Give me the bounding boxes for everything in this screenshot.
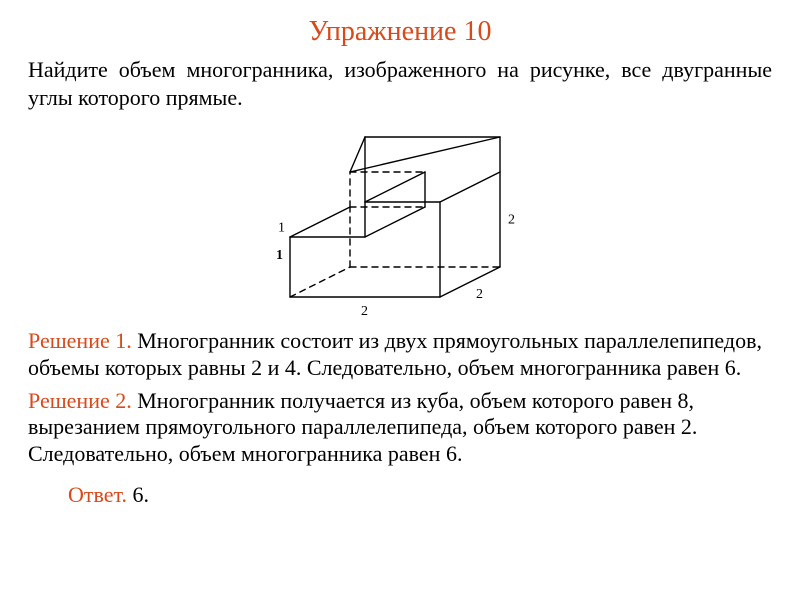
answer-value: 6. <box>127 482 149 507</box>
svg-text:2: 2 <box>476 287 483 302</box>
polyhedron-diagram: 1 1 2 2 2 <box>28 117 772 322</box>
solution-1-label: Решение 1. <box>28 328 132 353</box>
problem-text: Найдите объем многогранника, изображенно… <box>28 56 772 111</box>
solution-2-label: Решение 2. <box>28 388 132 413</box>
svg-text:2: 2 <box>508 213 515 228</box>
solution-2: Решение 2. Многогранник получается из ку… <box>28 388 772 468</box>
polyhedron-svg: 1 1 2 2 2 <box>250 117 550 317</box>
slide: Упражнение 10 Найдите объем многогранник… <box>0 0 800 600</box>
solution-1: Решение 1. Многогранник состоит из двух … <box>28 328 772 382</box>
answer: Ответ. 6. <box>68 482 772 508</box>
svg-text:1: 1 <box>276 248 283 263</box>
answer-label: Ответ. <box>68 482 127 507</box>
exercise-title: Упражнение 10 <box>28 16 772 48</box>
solution-1-text: Многогранник состоит из двух прямоугольн… <box>28 328 762 380</box>
svg-text:2: 2 <box>361 304 368 317</box>
svg-text:1: 1 <box>278 221 285 236</box>
